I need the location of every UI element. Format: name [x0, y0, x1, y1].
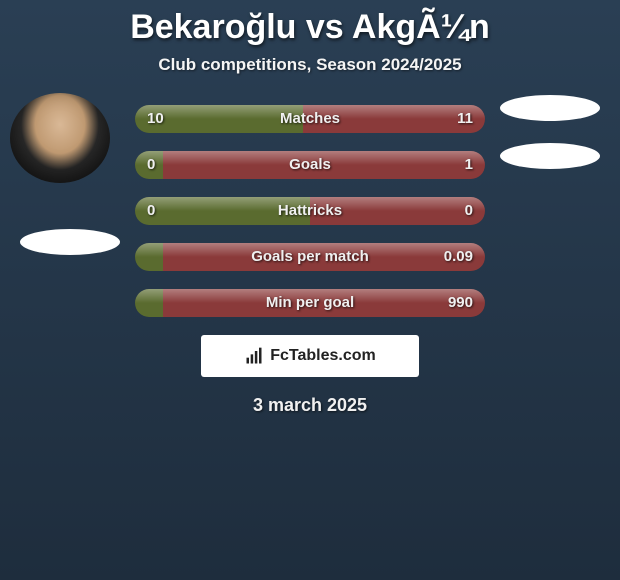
stat-label: Min per goal: [135, 289, 485, 317]
player-right-badge-2: [500, 143, 600, 169]
bar-chart-icon: [244, 346, 264, 366]
stat-row: 0Goals1: [135, 151, 485, 179]
stat-row: 10Matches11: [135, 105, 485, 133]
source-logo: FcTables.com: [201, 335, 419, 377]
stat-row: 0Hattricks0: [135, 197, 485, 225]
stat-right-value: 1: [465, 151, 473, 179]
date-label: 3 march 2025: [0, 395, 620, 416]
subtitle: Club competitions, Season 2024/2025: [0, 55, 620, 75]
comparison-panel: 10Matches110Goals10Hattricks0Goals per m…: [0, 105, 620, 416]
stat-label: Matches: [135, 105, 485, 133]
stat-label: Goals: [135, 151, 485, 179]
stat-right-value: 11: [457, 105, 473, 133]
stat-label: Goals per match: [135, 243, 485, 271]
player-right-badge-1: [500, 95, 600, 121]
stat-right-value: 0.09: [444, 243, 473, 271]
player-left-badge: [20, 229, 120, 255]
stat-right-value: 0: [465, 197, 473, 225]
stat-row: Goals per match0.09: [135, 243, 485, 271]
player-left-avatar: [10, 93, 110, 183]
stat-row: Min per goal990: [135, 289, 485, 317]
stat-right-value: 990: [448, 289, 473, 317]
stat-label: Hattricks: [135, 197, 485, 225]
page-title: Bekaroğlu vs AkgÃ¼n: [0, 0, 620, 47]
stat-rows: 10Matches110Goals10Hattricks0Goals per m…: [135, 105, 485, 317]
source-logo-text: FcTables.com: [270, 347, 376, 365]
